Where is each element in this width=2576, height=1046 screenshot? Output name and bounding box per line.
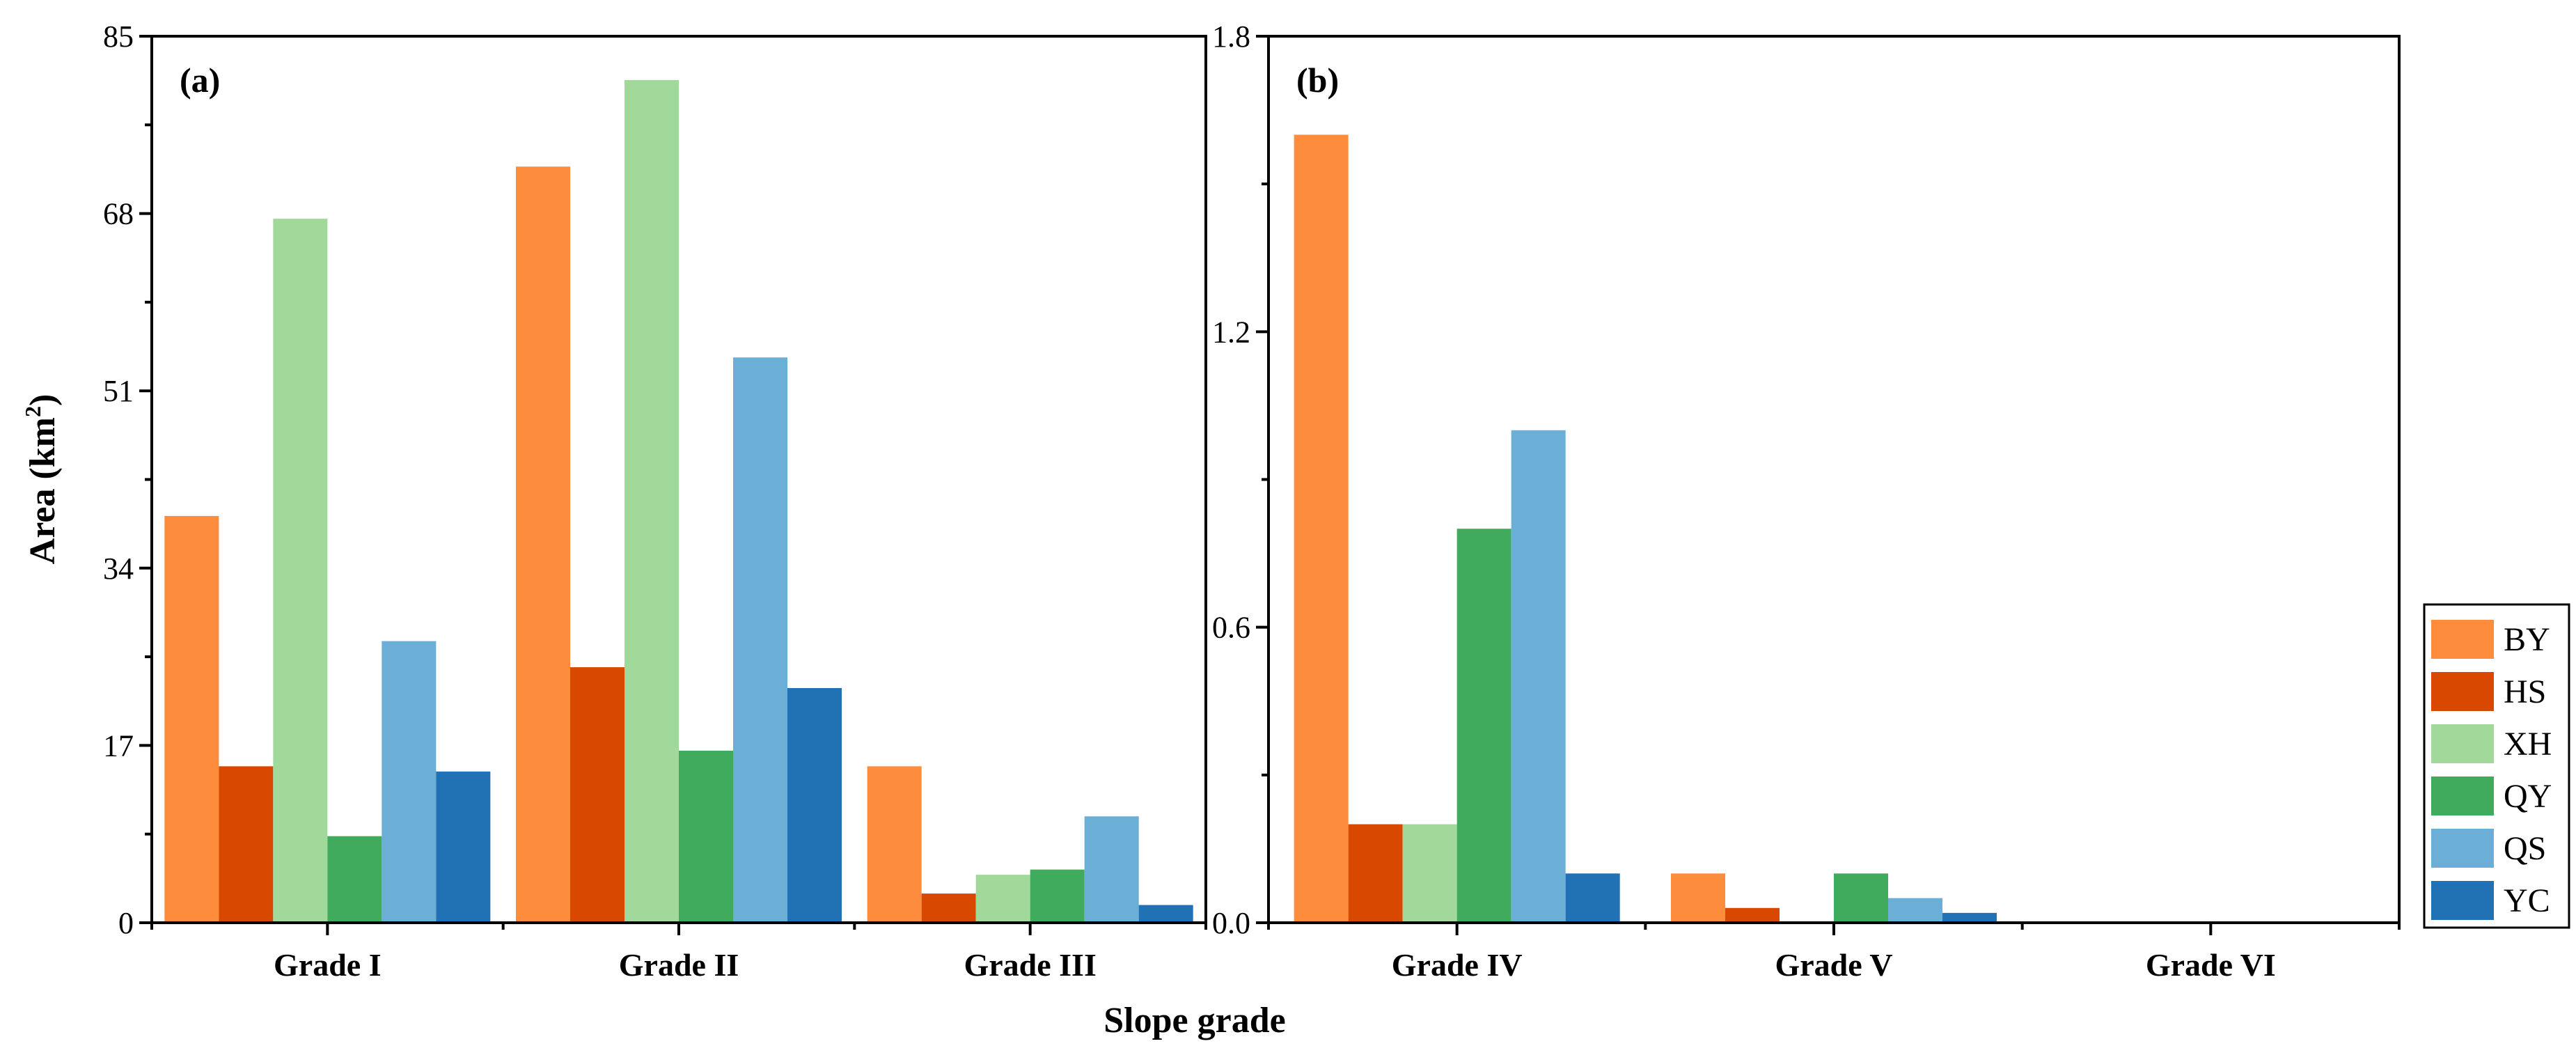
- bar-xh-grade-iv: [1402, 824, 1457, 923]
- panel-a-y-axis: 0 17 34 51 68 85: [103, 19, 152, 940]
- bar-hs-grade-iv: [1348, 824, 1403, 923]
- bar-hs-grade-i: [219, 766, 274, 923]
- panel-b-bars: [1294, 134, 1997, 923]
- y-tick-label: 0.0: [1212, 906, 1250, 940]
- legend-label-qs: QS: [2504, 830, 2546, 867]
- bar-xh-grade-ii: [625, 79, 679, 923]
- x-category-label: Grade III: [964, 947, 1096, 983]
- x-category-label: Grade V: [1775, 947, 1892, 983]
- bar-qy-grade-i: [327, 836, 382, 923]
- y-tick-label: 51: [103, 374, 134, 408]
- bar-hs-grade-iii: [921, 893, 976, 923]
- panel-a: 0 17 34 51 68 85 Grade I Grade II Grade III (a)…: [20, 19, 1207, 983]
- legend-swatch-yc: [2431, 881, 2494, 920]
- panel-a-x-axis: Grade I Grade II Grade III: [150, 923, 1207, 983]
- y-axis-title-end: ): [23, 394, 63, 406]
- panel-a-label: (a): [180, 61, 220, 100]
- legend-label-yc: YC: [2504, 882, 2550, 919]
- bar-qy-grade-v: [1834, 873, 1888, 923]
- bar-qs-grade-ii: [733, 357, 787, 923]
- bar-yc-grade-v: [1942, 912, 1997, 923]
- bar-qs-grade-iv: [1511, 430, 1566, 923]
- bar-xh-grade-i: [273, 219, 328, 923]
- legend-label-by: BY: [2504, 621, 2550, 658]
- bar-xh-grade-iii: [975, 875, 1030, 923]
- bar-qs-grade-iii: [1084, 816, 1139, 923]
- y-axis-title-main: Area (km: [23, 417, 63, 564]
- y-tick-label: 0.6: [1212, 611, 1250, 645]
- legend-swatch-qy: [2431, 776, 2494, 815]
- y-tick-label: 85: [103, 19, 134, 54]
- x-category-label: Grade I: [274, 947, 382, 983]
- bar-qy-grade-iii: [1030, 869, 1085, 923]
- bar-qs-grade-v: [1888, 898, 1942, 923]
- legend-swatch-qs: [2431, 829, 2494, 868]
- x-category-label: Grade VI: [2146, 947, 2276, 983]
- bar-qy-grade-iv: [1456, 529, 1511, 923]
- bar-by-grade-iii: [867, 766, 922, 923]
- y-tick-label: 0: [118, 906, 134, 940]
- bar-hs-grade-v: [1725, 907, 1780, 923]
- legend-label-qy: QY: [2504, 778, 2552, 815]
- y-axis-title-sup: 2: [20, 406, 45, 417]
- legend: BY HS XH QY QS YC: [2423, 603, 2570, 929]
- panel-b-label: (b): [1296, 61, 1339, 100]
- y-axis-title: Area (km2): [20, 394, 63, 565]
- panel-b-frame: [1267, 35, 2401, 924]
- x-category-label: Grade II: [619, 947, 739, 983]
- bar-yc-grade-i: [436, 771, 491, 923]
- panel-a-bars: [164, 79, 1193, 923]
- legend-swatch-xh: [2431, 724, 2494, 763]
- y-tick-label: 1.2: [1212, 315, 1250, 349]
- legend-swatch-hs: [2431, 672, 2494, 711]
- x-axis-title: Slope grade: [1104, 1001, 1285, 1040]
- x-category-label: Grade IV: [1392, 947, 1523, 983]
- bar-yc-grade-iv: [1565, 873, 1620, 923]
- bar-by-grade-ii: [516, 166, 570, 923]
- bar-by-grade-i: [164, 515, 219, 923]
- panel-b-x-axis: Grade IV Grade V Grade VI: [1267, 923, 2401, 983]
- y-tick-label: 68: [103, 197, 134, 231]
- bar-hs-grade-ii: [570, 667, 625, 923]
- bar-qy-grade-ii: [679, 750, 733, 923]
- y-tick-label: 1.8: [1212, 19, 1250, 54]
- bar-qs-grade-i: [382, 641, 437, 923]
- legend-label-xh: XH: [2504, 726, 2552, 763]
- bar-by-grade-iv: [1294, 134, 1349, 923]
- y-tick-label: 34: [103, 552, 134, 586]
- panel-b-y-axis: 0.0 0.6 1.2 1.8: [1212, 19, 1269, 940]
- legend-label-hs: HS: [2504, 673, 2546, 710]
- panel-b: 0.0 0.6 1.2 1.8 Grade IV Grade V Grade VI (b): [1212, 19, 2401, 983]
- y-tick-label: 17: [103, 728, 134, 763]
- legend-swatch-by: [2431, 620, 2494, 659]
- legend-items: BY HS XH QY QS YC: [2431, 620, 2552, 920]
- bar-by-grade-v: [1671, 873, 1725, 923]
- bar-yc-grade-ii: [787, 688, 842, 923]
- bar-yc-grade-iii: [1138, 905, 1193, 923]
